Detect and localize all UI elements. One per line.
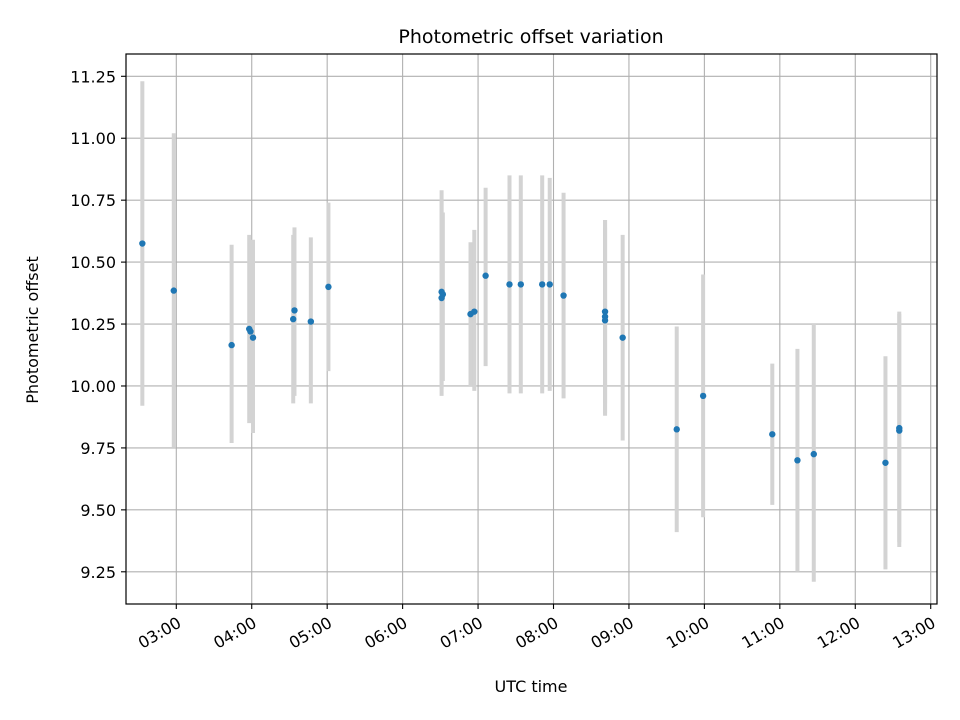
data-points	[139, 240, 903, 466]
data-point	[619, 334, 626, 341]
y-axis-label: Photometric offset	[23, 256, 42, 404]
data-point	[471, 308, 478, 315]
data-point	[228, 341, 235, 349]
chart-title: Photometric offset variation	[398, 26, 663, 48]
data-point	[506, 281, 513, 288]
data-point	[601, 308, 609, 315]
y-tick-label: 9.75	[80, 439, 116, 458]
data-point	[673, 426, 680, 433]
data-point	[325, 283, 332, 291]
data-point	[307, 318, 315, 325]
y-tick-label: 11.00	[70, 129, 116, 148]
data-point	[810, 450, 817, 458]
data-point	[546, 281, 553, 288]
data-point	[699, 392, 707, 400]
data-point	[538, 281, 546, 288]
data-point	[139, 240, 146, 247]
y-tick-label: 10.00	[70, 377, 116, 396]
data-point	[882, 459, 889, 466]
y-axis-ticks: 9.25 9.50 9.75 10.00 10.25 10.50 10.75 11.00 11.…	[70, 67, 126, 582]
data-point	[560, 292, 567, 299]
y-tick-label: 10.50	[70, 253, 116, 272]
data-point	[249, 334, 257, 341]
data-point	[291, 307, 298, 314]
plot-frame	[125, 53, 938, 605]
x-axis-label: UTC time	[495, 677, 568, 696]
y-tick-label: 11.25	[70, 67, 116, 86]
grid-lines	[126, 54, 937, 604]
data-point	[290, 315, 297, 323]
y-tick-label: 9.25	[80, 563, 116, 582]
y-tick-label: 10.75	[70, 191, 116, 210]
data-point	[482, 272, 489, 279]
data-point	[601, 317, 609, 324]
data-point	[439, 291, 447, 298]
y-tick-label: 9.50	[80, 501, 116, 520]
y-tick-label: 10.25	[70, 315, 116, 334]
data-point	[769, 431, 776, 438]
data-point	[247, 328, 254, 335]
data-point	[170, 287, 177, 294]
data-point	[794, 457, 801, 464]
data-point	[896, 424, 903, 432]
data-point	[517, 281, 525, 288]
